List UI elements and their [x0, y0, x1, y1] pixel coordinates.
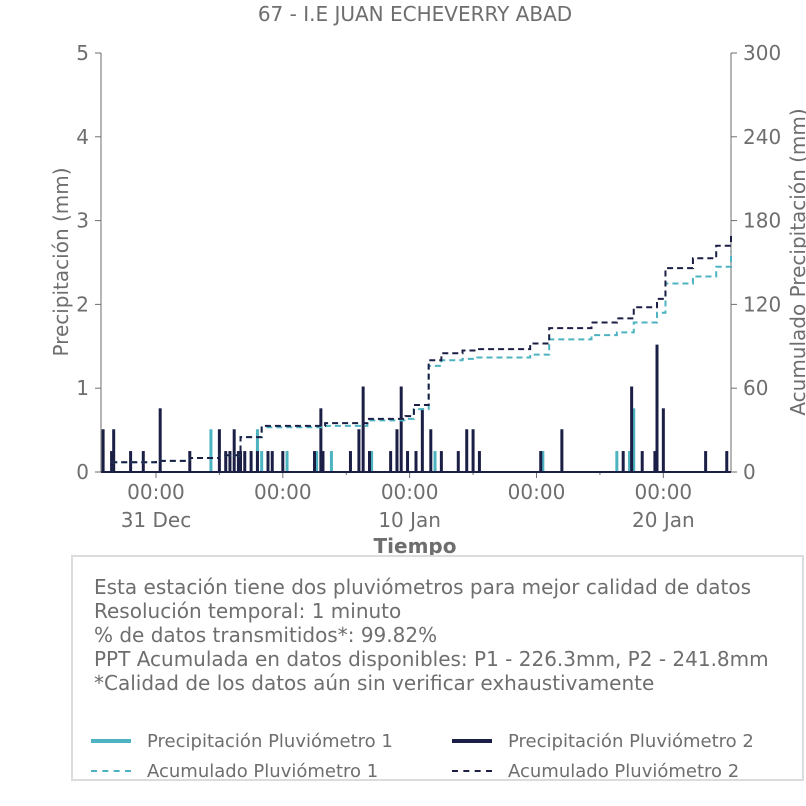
y2-tick-label: 60: [743, 376, 768, 400]
x-tick-label: 00:00: [508, 480, 566, 504]
y-tick-label: 2: [76, 292, 89, 316]
legend-label: Precipitación Pluviómetro 1: [147, 730, 393, 752]
y-axis-label: Precipitación (mm): [49, 167, 73, 356]
legend-swatch-dashed: [91, 770, 131, 772]
precipitation-chart: 67 - I.E JUAN ECHEVERRY ABAD 0 1 2 3 4 5 0 60 12…: [49, 2, 806, 558]
y-tick-label: 0: [76, 460, 89, 484]
x-tick-date-label: 20 Jan: [632, 508, 695, 532]
legend-item-precip-p2: Precipitación Pluviómetro 2: [452, 729, 754, 753]
x-tick-date-label: 31 Dec: [121, 508, 192, 532]
y-tick-label: 4: [76, 125, 89, 149]
y-tick-label: 1: [76, 376, 89, 400]
x-tick-date-label: 10 Jan: [378, 508, 441, 532]
y2-tick-label: 300: [743, 41, 781, 65]
x-tick-label: 00:00: [127, 480, 185, 504]
y-tick-label: 5: [76, 41, 89, 65]
y2-axis-label: Acumulado Precipitación (mm): [786, 108, 806, 415]
info-line: *Calidad de los datos aún sin verificar …: [94, 671, 655, 695]
y2-tick-label: 0: [743, 460, 756, 484]
info-box: Esta estación tiene dos pluviómetros par…: [71, 555, 804, 782]
y2-tick-label: 120: [743, 292, 781, 316]
chart-title: 67 - I.E JUAN ECHEVERRY ABAD: [258, 2, 572, 26]
info-line: Esta estación tiene dos pluviómetros par…: [94, 575, 752, 599]
cumulative-line: [101, 233, 732, 473]
legend-item-acum-p1: Acumulado Pluviómetro 1: [91, 759, 378, 783]
legend-label: Acumulado Pluviómetro 1: [147, 760, 379, 782]
legend-swatch-solid: [452, 739, 492, 743]
legend-label: Precipitación Pluviómetro 2: [508, 730, 754, 752]
x-tick-label: 00:00: [381, 480, 439, 504]
info-line: % de datos transmitidos*: 99.82%: [94, 623, 438, 647]
legend-label: Acumulado Pluviómetro 2: [508, 760, 740, 782]
cumulative-line: [101, 251, 732, 473]
info-line: PPT Acumulada en datos disponibles: P1 -…: [94, 647, 769, 671]
x-tick-label: 00:00: [254, 480, 312, 504]
legend-swatch-solid: [91, 739, 131, 743]
legend-item-acum-p2: Acumulado Pluviómetro 2: [452, 759, 739, 783]
y-tick-label: 3: [76, 209, 89, 233]
x-tick-label: 00:00: [635, 480, 693, 504]
info-text: Esta estación tiene dos pluviómetros par…: [94, 575, 769, 695]
x-axis-label: Tiempo: [374, 534, 457, 558]
legend-item-precip-p1: Precipitación Pluviómetro 1: [91, 729, 393, 753]
legend-swatch-dashed: [452, 770, 492, 772]
legend: Precipitación Pluviómetro 1 Precipitació…: [91, 729, 791, 785]
y2-tick-label: 180: [743, 209, 781, 233]
y2-tick-label: 240: [743, 125, 781, 149]
info-line: Resolución temporal: 1 minuto: [94, 599, 402, 623]
